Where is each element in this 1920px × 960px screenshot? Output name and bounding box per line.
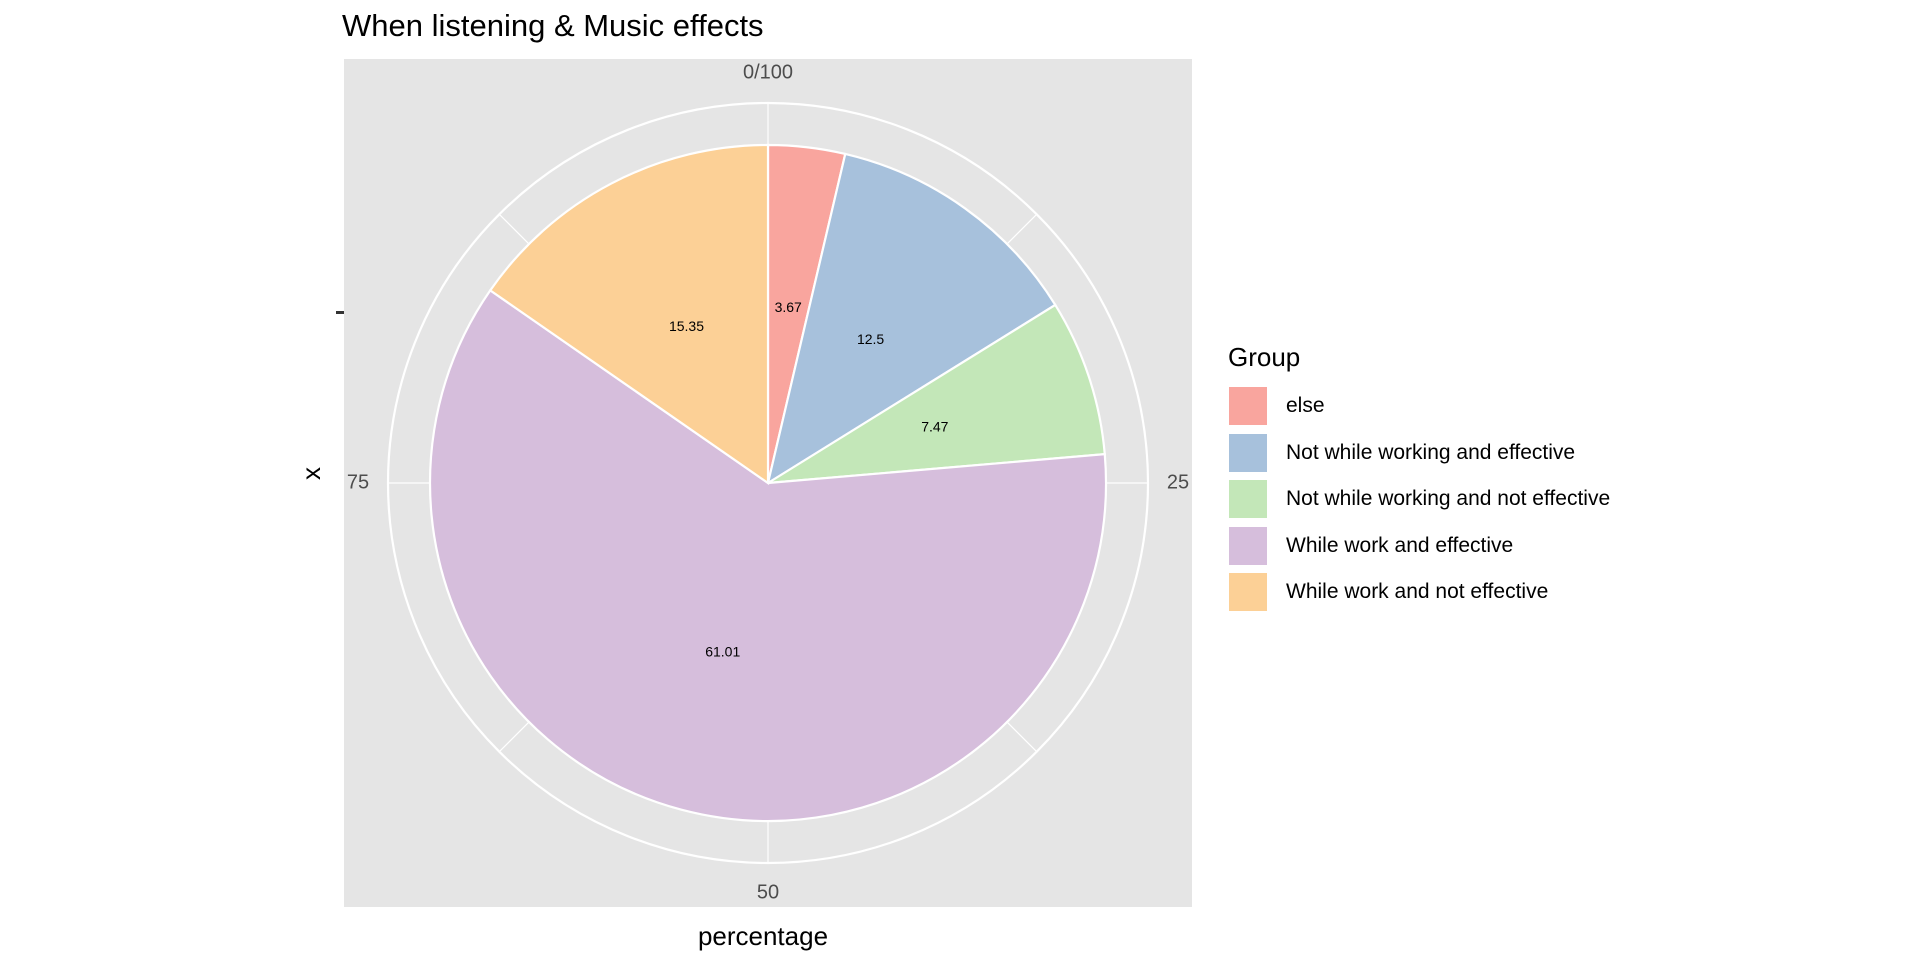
pie-slice-4	[488, 143, 770, 486]
slice-value-labels: 3.67 12.5 7.47 61.01 15.35	[669, 299, 949, 659]
legend-label: else	[1286, 394, 1325, 418]
angular-tick-labels: 0/100 25 50 75	[347, 61, 1189, 903]
slice-value-label-0: 3.67	[775, 299, 802, 315]
legend: Group else Not while working and effectiv…	[1228, 342, 1610, 616]
pie-slices	[428, 143, 1108, 823]
pie-slice-2	[767, 303, 1106, 485]
legend-label: Not while working and not effective	[1286, 487, 1611, 511]
legend-item: else	[1228, 383, 1610, 430]
angular-tick-label-2: 50	[757, 881, 779, 903]
legend-label: While work and not effective	[1286, 580, 1549, 604]
angular-tick-label-1: 25	[1167, 471, 1189, 493]
y-tick-mark	[336, 311, 344, 314]
legend-key-swatch	[1228, 432, 1268, 473]
legend-title: Group	[1228, 342, 1301, 372]
angular-tick-label-3: 75	[347, 471, 369, 493]
legend-label: While work and effective	[1286, 533, 1514, 557]
pie-slice-3	[428, 288, 1108, 823]
chart-title: When listening & Music effects	[342, 8, 764, 43]
angular-tick-label-0: 0/100	[743, 61, 793, 83]
legend-item: While work and not effective	[1228, 569, 1610, 616]
legend-key-swatch	[1228, 479, 1268, 520]
x-axis-title: percentage	[697, 921, 829, 951]
pie-slice-1	[766, 152, 1057, 486]
slice-value-label-2: 7.47	[921, 418, 948, 434]
legend-item: Not while working and not effective	[1228, 476, 1610, 523]
legend-label: Not while working and effective	[1286, 440, 1576, 464]
y-axis-title: x	[296, 467, 326, 480]
legend-items: else Not while working and effective Not w…	[1228, 383, 1610, 616]
legend-key-swatch	[1228, 572, 1268, 613]
slice-value-label-1: 12.5	[857, 331, 884, 347]
legend-key-swatch	[1228, 386, 1268, 427]
slice-value-label-4: 15.35	[669, 318, 704, 334]
legend-item: Not while working and effective	[1228, 430, 1610, 477]
legend-key-swatch	[1228, 525, 1268, 566]
slice-value-label-3: 61.01	[705, 644, 740, 660]
legend-item: While work and effective	[1228, 523, 1610, 570]
